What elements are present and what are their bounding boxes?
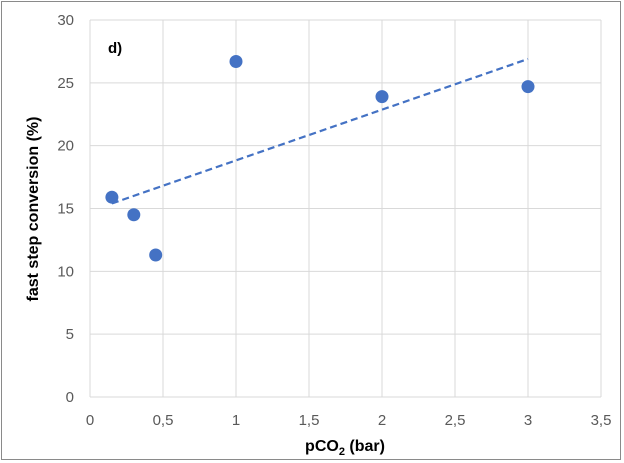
x-axis-title-subscript: 2	[339, 446, 345, 458]
y-tick-labels: 0 5 10 15 20 25 30	[57, 12, 74, 406]
panel-label: d)	[108, 40, 122, 57]
trendline-group	[111, 57, 529, 205]
x-axis-title-main: pCO	[305, 438, 339, 455]
data-point-3	[229, 54, 243, 68]
x-tick-label-2: 1	[232, 412, 240, 429]
y-tick-label-4: 20	[57, 138, 74, 155]
y-tick-label-2: 10	[57, 263, 74, 280]
x-tick-label-0: 0	[86, 412, 94, 429]
data-point-1	[127, 208, 141, 222]
data-point-5	[521, 80, 535, 94]
x-tick-label-6: 3	[524, 412, 532, 429]
gridlines	[89, 19, 602, 398]
data-point-0	[105, 190, 119, 204]
y-tick-label-1: 5	[66, 326, 74, 343]
x-axis-title: pCO2 (bar)	[305, 438, 385, 458]
y-tick-label-6: 30	[57, 12, 74, 29]
x-tick-label-1: 0,5	[153, 412, 174, 429]
data-point-2	[149, 248, 163, 262]
x-tick-label-3: 1,5	[299, 412, 320, 429]
data-points	[105, 54, 535, 262]
linear-trendline	[111, 57, 529, 205]
x-tick-label-4: 2	[378, 412, 386, 429]
y-tick-label-5: 25	[57, 75, 74, 92]
x-tick-labels: 0 0,5 1 1,5 2 2,5 3 3,5	[86, 412, 612, 429]
y-axis-title: fast step conversion (%)	[25, 117, 42, 302]
x-axis-title-tail: (bar)	[345, 438, 385, 455]
y-tick-label-0: 0	[66, 389, 74, 406]
y-tick-label-3: 15	[57, 201, 74, 218]
x-tick-label-5: 2,5	[445, 412, 466, 429]
x-tick-label-7: 3,5	[591, 412, 612, 429]
data-point-4	[375, 90, 389, 104]
